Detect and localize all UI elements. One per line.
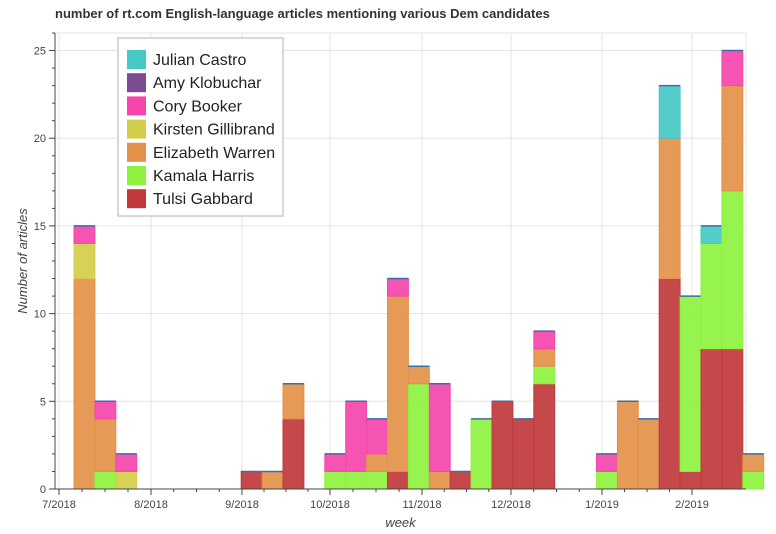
bar-segment-cory-booker <box>721 50 744 87</box>
bar-segment-tulsi-gabbard <box>679 470 702 490</box>
legend-label: Kirsten Gillibrand <box>153 122 275 139</box>
bar-segment-kamala-harris <box>94 470 117 490</box>
bar-segment-cory-booker <box>596 453 618 472</box>
legend-swatch <box>127 166 146 185</box>
bar-segment-tulsi-gabbard <box>700 348 723 490</box>
legend-swatch <box>127 96 146 116</box>
bar-segment-kamala-harris <box>407 383 430 490</box>
y-axis-label: Number of articles <box>15 208 30 314</box>
bar-segment-kamala-harris <box>596 470 618 490</box>
bar-segment-tulsi-gabbard <box>282 418 305 490</box>
x-tick-label: 2/2019 <box>675 499 709 511</box>
y-tick-label: 0 <box>40 484 46 496</box>
bar-segment-kamala-harris <box>470 418 493 490</box>
bar-segment-elizabeth-warren <box>366 453 389 472</box>
bar-segment-kirsten-gillibrand <box>115 470 138 490</box>
legend-swatch <box>127 142 146 162</box>
legend-swatch <box>127 73 146 93</box>
y-tick-label: 5 <box>40 396 46 408</box>
x-tick-label: 1/2019 <box>585 499 619 511</box>
x-tick-label: 10/2018 <box>310 499 350 511</box>
bar-segment-cory-booker <box>428 383 451 472</box>
y-tick-label: 20 <box>34 133 46 145</box>
bar-segment-elizabeth-warren <box>407 365 430 385</box>
bar-segment-elizabeth-warren <box>387 295 409 472</box>
x-tick-label: 9/2018 <box>225 499 259 511</box>
axes: 0 5 10 15 20 25 7/2018 8/2018 9/2018 10/2018 11/20… <box>34 32 746 511</box>
bar-segment-kamala-harris <box>721 190 744 350</box>
bar-segment-tulsi-gabbard <box>533 383 556 490</box>
bar-segment-cory-booker <box>94 400 117 420</box>
legend-swatch <box>127 189 146 209</box>
bar-segment-cory-booker <box>366 418 389 455</box>
legend-swatch <box>127 50 146 69</box>
x-axis-label: week <box>385 515 417 530</box>
bar-segment-tulsi-gabbard <box>721 348 744 490</box>
chart-title: number of rt.com English-language articl… <box>55 6 550 21</box>
bar-segment-julian-castro <box>700 225 723 244</box>
bar-segment-cory-booker <box>533 330 556 350</box>
bar-segment-tulsi-gabbard <box>449 470 472 490</box>
bar-segment-tulsi-gabbard <box>658 278 681 490</box>
bar-segment-kamala-harris <box>679 295 702 472</box>
bar-segment-tulsi-gabbard <box>512 418 535 490</box>
bar-segment-elizabeth-warren <box>533 348 556 367</box>
bar-segment-kamala-harris <box>742 470 765 490</box>
bar-segment-julian-castro <box>658 85 681 139</box>
bar-segment-elizabeth-warren <box>658 137 681 280</box>
legend-swatch <box>127 119 146 139</box>
bar-segment-cory-booker <box>115 453 138 472</box>
bar-segment-cory-booker <box>324 453 347 472</box>
bar-segment-cory-booker <box>73 225 96 244</box>
legend-label: Amy Klobuchar <box>153 75 262 92</box>
legend-label: Elizabeth Warren <box>153 145 275 162</box>
bar-segment-cory-booker <box>387 278 409 297</box>
y-tick-label: 25 <box>34 46 46 58</box>
bar-segment-kamala-harris <box>700 242 723 350</box>
x-tick-label: 11/2018 <box>403 499 442 511</box>
bar-segment-tulsi-gabbard <box>387 470 409 490</box>
legend: Julian Castro Amy Klobuchar Cory Booker Kir… <box>117 37 284 217</box>
bar-segment-elizabeth-warren <box>616 400 639 490</box>
legend-label: Cory Booker <box>153 98 243 115</box>
bar-segment-kamala-harris <box>533 365 556 385</box>
bar-segment-elizabeth-warren <box>428 470 451 490</box>
x-tick-label: 8/2018 <box>134 499 168 511</box>
bar-segment-elizabeth-warren <box>94 418 117 472</box>
bar-segment-elizabeth-warren <box>282 383 305 420</box>
bar-segment-elizabeth-warren <box>261 470 284 490</box>
legend-label: Tulsi Gabbard <box>153 191 253 208</box>
bar-segment-elizabeth-warren <box>721 85 744 192</box>
bar-segment-kirsten-gillibrand <box>73 242 96 280</box>
x-tick-label: 7/2018 <box>42 499 76 511</box>
bar-segment-tulsi-gabbard <box>240 470 263 490</box>
bar-segment-kamala-harris <box>324 470 347 490</box>
bar-segment-elizabeth-warren <box>73 278 96 490</box>
legend-label: Kamala Harris <box>153 168 254 185</box>
bar-segment-elizabeth-warren <box>637 418 660 490</box>
y-tick-label: 15 <box>34 221 46 233</box>
bar-segment-kamala-harris <box>366 470 389 490</box>
legend-label: Julian Castro <box>153 52 246 69</box>
x-tick-label: 12/2018 <box>491 499 531 511</box>
bar-segment-elizabeth-warren <box>742 453 765 472</box>
bar-segment-cory-booker <box>345 400 368 472</box>
y-tick-label: 10 <box>34 309 46 321</box>
bar-segment-kamala-harris <box>345 470 368 490</box>
bar-segment-tulsi-gabbard <box>491 400 514 490</box>
